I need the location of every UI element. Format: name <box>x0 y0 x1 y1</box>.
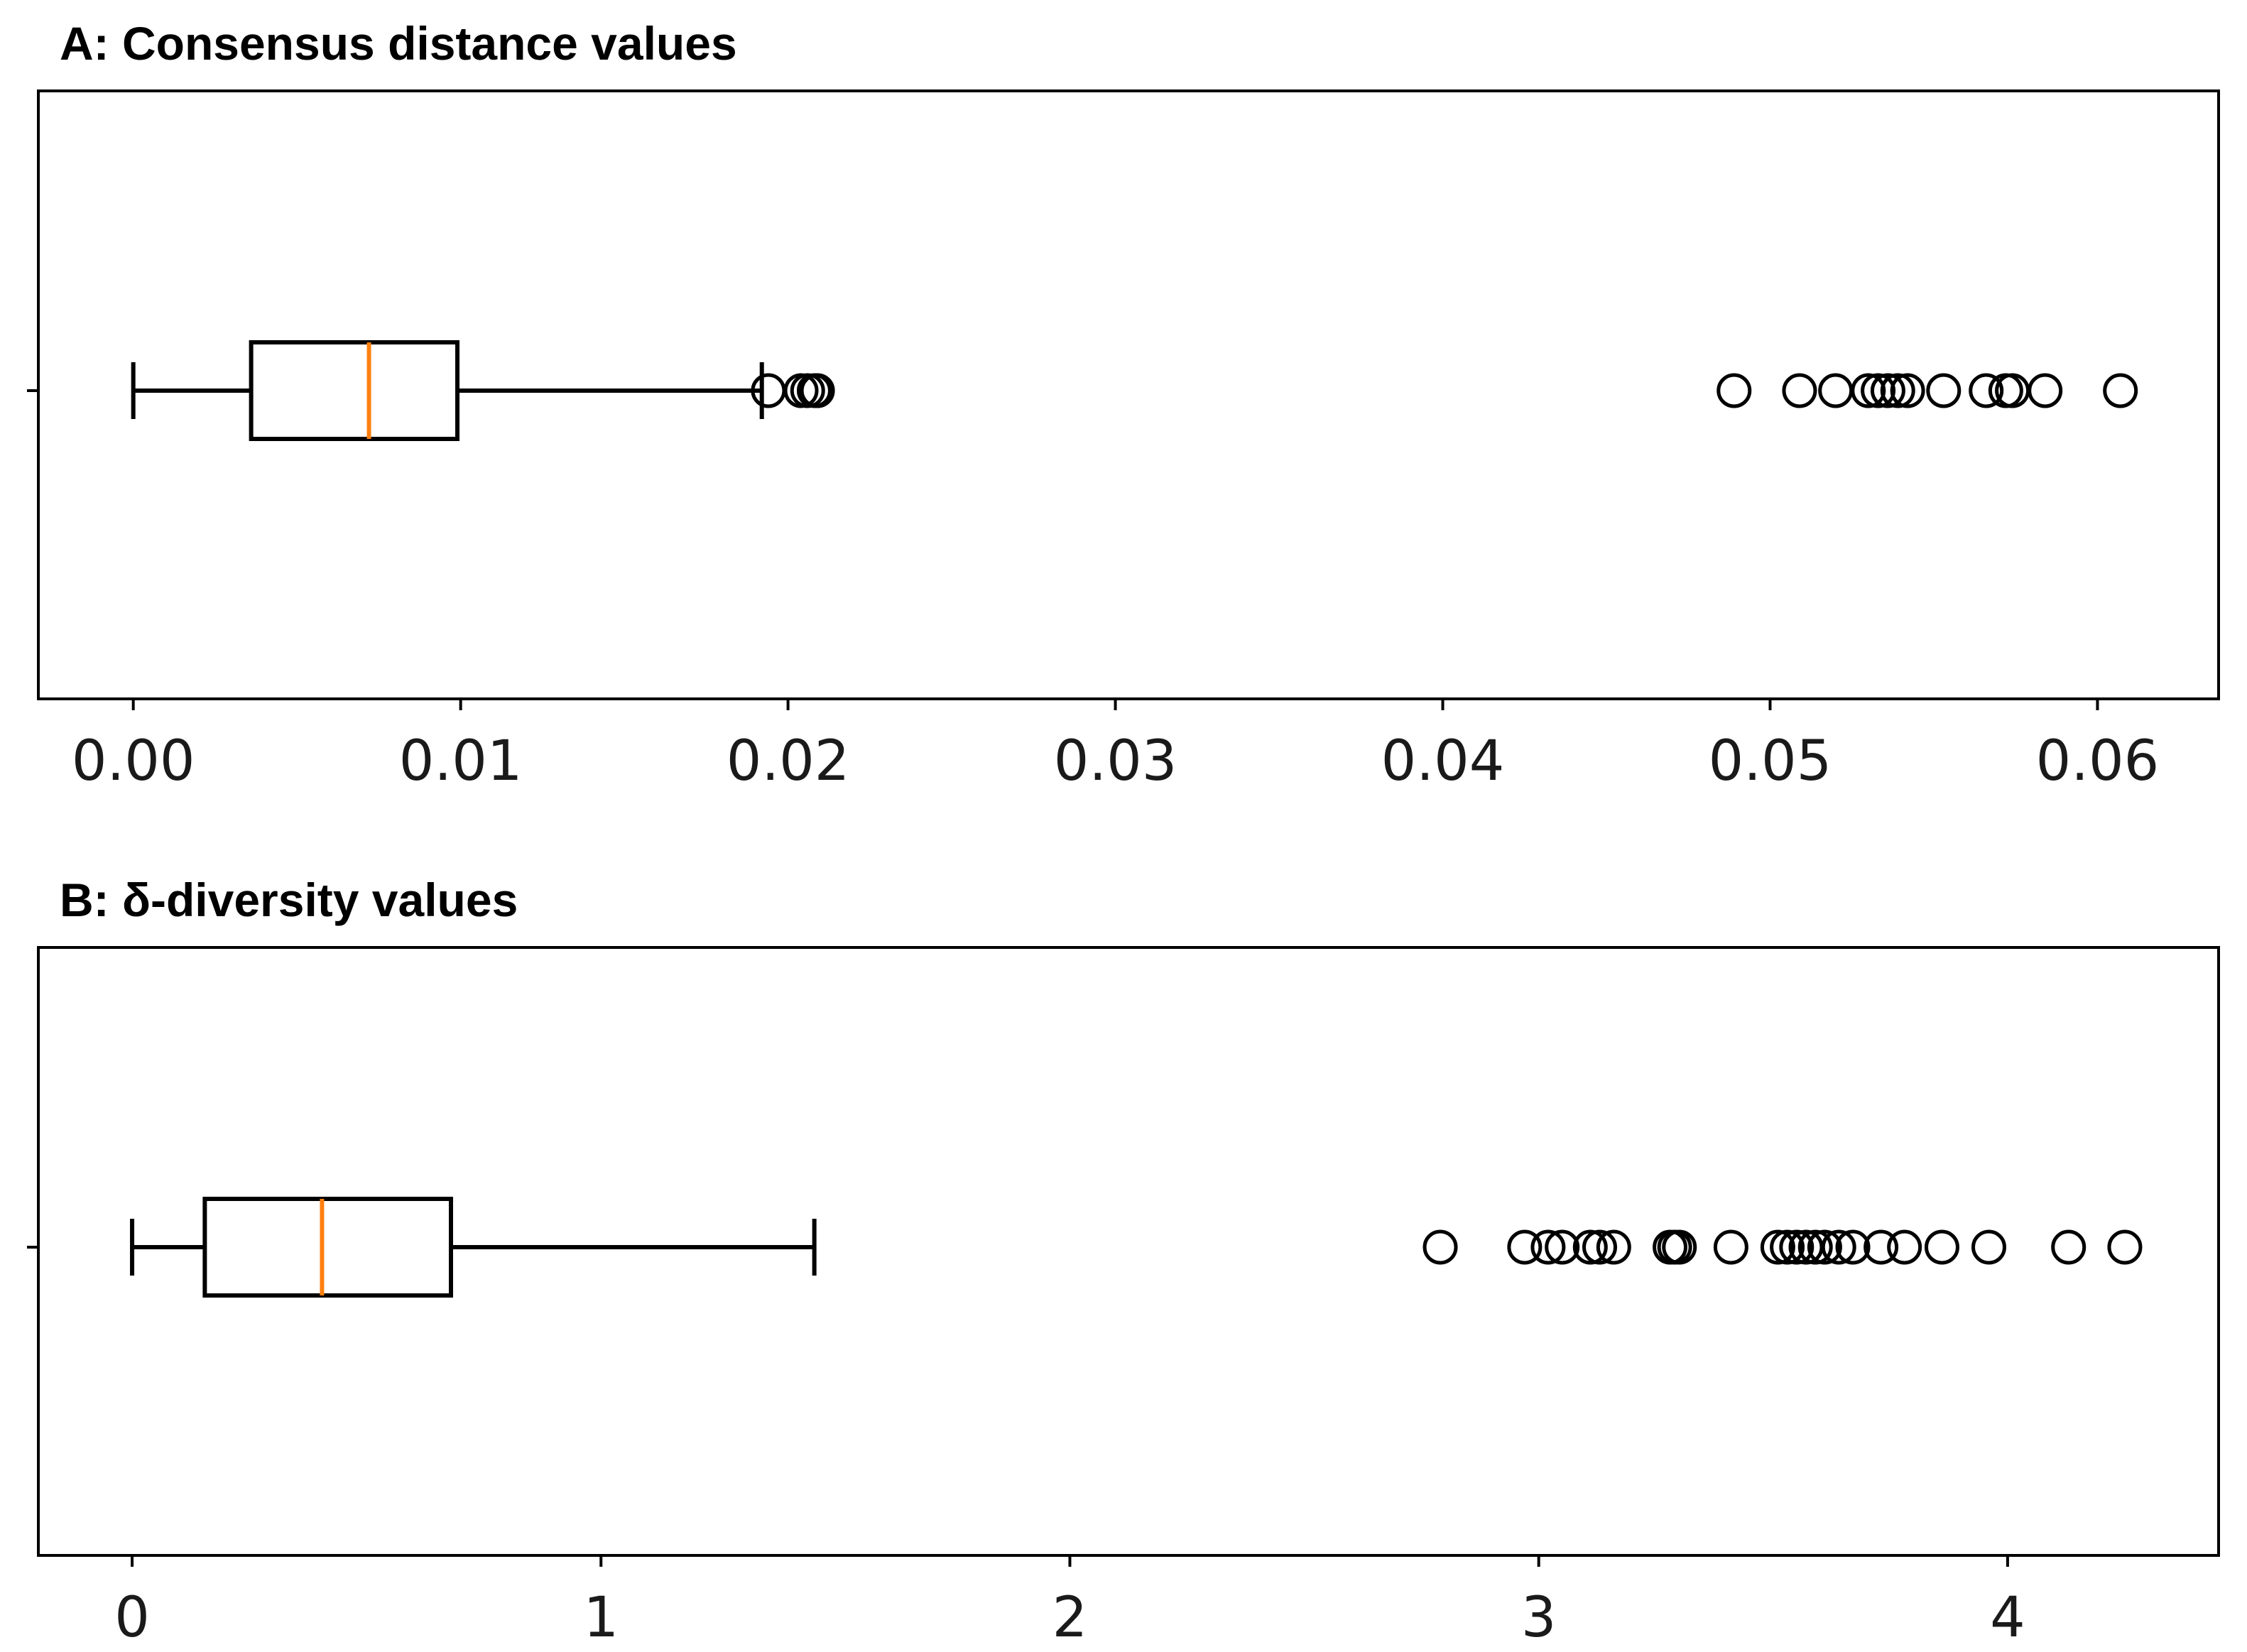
panel-b-outlier-22 <box>1971 1229 2006 1265</box>
panel-b-outlier-2 <box>1530 1229 1566 1265</box>
panel-b-title: B: δ-diversity values <box>60 874 518 926</box>
panel-b-x-ticks: 0 1 2 3 4 <box>114 1555 2025 1650</box>
panel-b-axes <box>37 946 2220 1557</box>
panel-a-outlier-12 <box>1890 373 1925 408</box>
panel-a-x-tick-label-3: 0.03 <box>1054 729 1177 793</box>
panel-a-outlier-5 <box>1716 373 1752 408</box>
panel-a-outlier-7 <box>1818 373 1854 408</box>
panel-a-x-ticks: 0.00 0.01 0.02 0.03 0.04 0.05 0.06 <box>72 699 2159 793</box>
panel-b-outlier-4 <box>1572 1229 1608 1265</box>
panel-b-outlier-9 <box>1662 1229 1697 1265</box>
panel-b-x-tick-label-2: 2 <box>1052 1586 1088 1650</box>
panel-b-outlier-20 <box>1887 1229 1922 1265</box>
panel-a-outlier-6 <box>1782 373 1817 408</box>
panel-a-marks <box>131 340 2138 441</box>
panel-b-x-tick-label-0: 0 <box>114 1586 150 1650</box>
panel-b: B: δ-diversity values 0 1 2 3 4 <box>27 874 2220 1650</box>
panel-b-outlier-13 <box>1779 1229 1815 1265</box>
panel-b-outlier-1 <box>1507 1229 1543 1265</box>
panel-b-outlier-23 <box>2051 1229 2086 1265</box>
panel-a-x-tick-label-4: 0.04 <box>1381 729 1505 793</box>
panel-b-x-tick-label-4: 4 <box>1990 1586 2025 1650</box>
panel-a-x-tick-label-5: 0.05 <box>1709 729 1832 793</box>
panel-a-x-tick-label-0: 0.00 <box>72 729 195 793</box>
panel-b-outlier-0 <box>1422 1229 1458 1265</box>
panel-a-x-tick-label-1: 0.01 <box>399 729 523 793</box>
panel-b-outlier-18 <box>1835 1229 1871 1265</box>
panel-b-outlier-6 <box>1596 1229 1631 1265</box>
panel-a-x-tick-label-2: 0.02 <box>727 729 850 793</box>
panel-b-outlier-21 <box>1924 1229 1959 1265</box>
panel-a-outlier-4 <box>800 373 835 408</box>
panel-a-box <box>249 340 460 441</box>
panel-b-outlier-3 <box>1545 1229 1580 1265</box>
panel-a-outlier-9 <box>1861 373 1896 408</box>
panel-b-outlier-5 <box>1582 1229 1618 1265</box>
panel-a: A: Consensus distance values 0.00 0.01 0.0… <box>27 17 2220 793</box>
panel-b-outlier-17 <box>1821 1229 1856 1265</box>
panel-b-outlier-11 <box>1760 1229 1795 1265</box>
panel-b-x-tick-label-1: 1 <box>583 1586 619 1650</box>
panel-b-marks <box>130 1197 2143 1298</box>
panel-b-outlier-24 <box>2107 1229 2143 1265</box>
panel-b-outlier-10 <box>1713 1229 1748 1265</box>
panel-a-outlier-11 <box>1880 373 1915 408</box>
panel-a-title: A: Consensus distance values <box>60 17 737 70</box>
panel-a-outlier-15 <box>1988 373 2023 408</box>
panel-a-x-tick-label-6: 0.06 <box>2036 729 2160 793</box>
panel-a-outlier-18 <box>2103 373 2138 408</box>
panel-a-outlier-14 <box>1969 373 2004 408</box>
panel-b-outlier-16 <box>1807 1229 1842 1265</box>
panel-a-outlier-8 <box>1851 373 1886 408</box>
panel-a-outlier-13 <box>1926 373 1962 408</box>
panel-a-axes <box>37 89 2220 700</box>
panel-b-box <box>202 1197 453 1298</box>
panel-a-outlier-17 <box>2028 373 2063 408</box>
panel-b-outlier-15 <box>1797 1229 1833 1265</box>
panel-b-x-tick-label-3: 3 <box>1521 1586 1557 1650</box>
panel-a-outlier-10 <box>1870 373 1905 408</box>
panel-b-outlier-12 <box>1770 1229 1805 1265</box>
panel-b-outlier-19 <box>1864 1229 1899 1265</box>
